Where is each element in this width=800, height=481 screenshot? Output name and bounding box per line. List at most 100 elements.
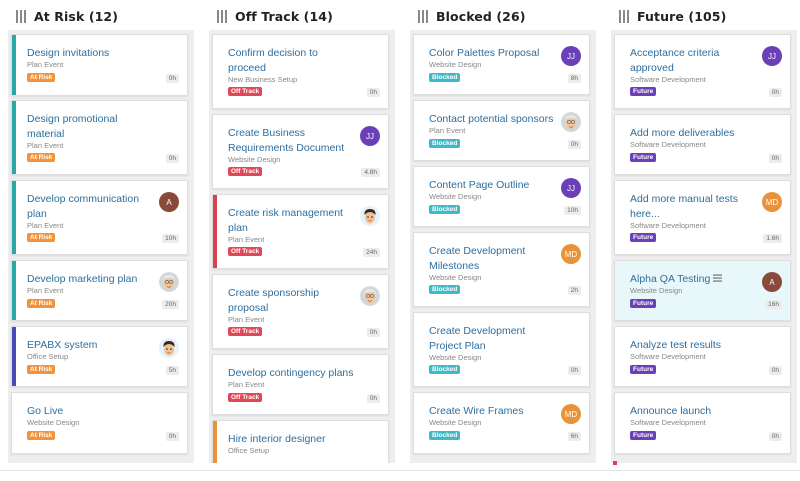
hours-badge: 0h [768, 366, 782, 375]
task-card[interactable]: Acceptance criteria approved Software Dev… [614, 34, 791, 109]
card-title[interactable]: Design promotional material [27, 112, 155, 141]
card-project: Office Setup [228, 446, 270, 455]
card-color-bar [213, 195, 217, 268]
column-title: Off Track (14) [235, 8, 333, 24]
hours-badge: 0h [165, 154, 179, 163]
status-badge: Off Track [228, 87, 263, 96]
status-badge: Future [630, 299, 657, 308]
hamburger-menu-icon[interactable] [713, 272, 723, 287]
avatar-photo[interactable] [159, 272, 179, 292]
avatar[interactable]: A [762, 272, 782, 292]
card-title[interactable]: Develop communication plan [27, 192, 155, 221]
task-card[interactable]: Announce launch Software Development Futur… [614, 392, 791, 454]
card-title-text: Announce launch [630, 405, 712, 417]
task-card[interactable]: Hire interior designer Office Setup [212, 420, 389, 463]
avatar-initials: MD [765, 197, 779, 207]
task-card[interactable]: Contact potential sponsors Plan Event Bloc… [413, 100, 590, 161]
card-title[interactable]: Develop contingency plans [228, 366, 356, 381]
card-title-text: Hire interior designer [228, 433, 326, 445]
task-card[interactable]: Create Wire Frames Website Design Blocked 6… [413, 392, 590, 454]
avatar[interactable]: MD [762, 192, 782, 212]
card-project: Software Development [630, 140, 706, 149]
card-color-bar [12, 261, 16, 320]
task-card[interactable]: Create Development Milestones Website Des… [413, 232, 590, 307]
card-project: Website Design [429, 60, 482, 69]
avatar[interactable]: MD [561, 404, 581, 424]
task-card[interactable]: Design promotional material Plan Event At … [11, 100, 188, 175]
card-title[interactable]: Create Development Project Plan [429, 324, 557, 353]
task-card[interactable]: EPABX system Office Setup At Risk 5h [11, 326, 188, 387]
drag-handle-icon[interactable] [619, 9, 629, 23]
card-title-text: Create risk management plan [228, 207, 343, 234]
column-lane[interactable]: Color Palettes Proposal Website Design Blo… [410, 30, 596, 463]
hours-badge: 0h [366, 88, 380, 97]
task-card[interactable]: Go Live Website Design At Risk 0h [11, 392, 188, 454]
card-title[interactable]: EPABX system [27, 338, 155, 353]
task-card[interactable]: Add more deliverables Software Developmen… [614, 114, 791, 175]
card-title[interactable]: Analyze test results [630, 338, 758, 353]
task-card[interactable]: Alpha QA Testing Website Design Future 16h A [614, 260, 791, 321]
task-card[interactable]: Confirm decision to proceed New Business … [212, 34, 389, 109]
card-title[interactable]: Go Live [27, 404, 155, 419]
task-card[interactable]: Create Development Project Plan Website D… [413, 312, 590, 387]
card-title-text: Confirm decision to proceed [228, 47, 318, 74]
avatar-initials: JJ [366, 131, 374, 141]
card-title[interactable]: Alpha QA Testing [630, 272, 758, 287]
card-title[interactable]: Acceptance criteria approved [630, 46, 758, 75]
hours-badge: 0h [768, 432, 782, 441]
card-title[interactable]: Announce launch [630, 404, 758, 419]
task-card[interactable]: Develop contingency plans Plan Event Off T… [212, 354, 389, 415]
hours-badge: 16h [765, 300, 782, 309]
card-color-bar [613, 461, 617, 465]
avatar-photo[interactable] [360, 286, 380, 306]
avatar[interactable]: JJ [561, 46, 581, 66]
avatar[interactable]: MD [561, 244, 581, 264]
task-card[interactable]: Develop marketing plan Plan Event At Risk 2… [11, 260, 188, 321]
avatar[interactable]: JJ [360, 126, 380, 146]
card-title[interactable]: Develop marketing plan [27, 272, 155, 287]
avatar[interactable]: JJ [762, 46, 782, 66]
drag-handle-icon[interactable] [16, 9, 26, 23]
column-lane[interactable]: Design invitations Plan Event At Risk 0h Des… [8, 30, 194, 463]
card-title[interactable]: Contact potential sponsors [429, 112, 557, 127]
drag-handle-icon[interactable] [217, 9, 227, 23]
column-lane[interactable]: Acceptance criteria approved Software Dev… [611, 30, 797, 463]
column-3: Future (105) Acceptance criteria approved… [611, 0, 797, 465]
task-card[interactable]: Create Business Requirements Document Web… [212, 114, 389, 189]
task-card[interactable]: Create risk management plan Plan Event Off… [212, 194, 389, 269]
task-card[interactable]: Design invitations Plan Event At Risk 0h [11, 34, 188, 96]
card-title[interactable]: Add more deliverables [630, 126, 758, 141]
hours-badge: 0h [567, 140, 581, 149]
card-title[interactable]: Confirm decision to proceed [228, 46, 356, 75]
avatar[interactable]: A [159, 192, 179, 212]
task-card[interactable]: Add more manual tests here... Software De… [614, 180, 791, 255]
hours-badge: 8h [567, 74, 581, 83]
card-title[interactable]: Content Page Outline [429, 178, 557, 193]
card-title[interactable]: Create Development Milestones [429, 244, 557, 273]
column-header: At Risk (12) [16, 6, 118, 26]
avatar-photo[interactable] [561, 112, 581, 132]
task-card[interactable]: Color Palettes Proposal Website Design Blo… [413, 34, 590, 95]
card-title[interactable]: Design invitations [27, 46, 155, 61]
task-card[interactable]: Create sponsorship proposal Plan Event Off… [212, 274, 389, 349]
avatar-photo[interactable] [159, 338, 179, 358]
hours-badge: 6h [567, 432, 581, 441]
card-title[interactable]: Color Palettes Proposal [429, 46, 557, 61]
card-title[interactable]: Add more manual tests here... [630, 192, 758, 221]
avatar[interactable]: JJ [561, 178, 581, 198]
task-card[interactable]: Content Page Outline Website Design Blocke… [413, 166, 590, 227]
drag-handle-icon[interactable] [418, 9, 428, 23]
card-title[interactable]: Create sponsorship proposal [228, 286, 356, 315]
column-lane[interactable]: Confirm decision to proceed New Business … [209, 30, 395, 463]
card-title-text: Color Palettes Proposal [429, 47, 540, 59]
card-title[interactable]: Create Business Requirements Document [228, 126, 356, 155]
card-project: Software Development [630, 418, 706, 427]
card-title[interactable]: Create Wire Frames [429, 404, 557, 419]
status-badge: Future [630, 87, 657, 96]
task-card[interactable]: Analyze test results Software Development… [614, 326, 791, 387]
card-title[interactable]: Create risk management plan [228, 206, 356, 235]
avatar-photo[interactable] [360, 206, 380, 226]
task-card[interactable]: Develop communication plan Plan Event At R… [11, 180, 188, 255]
card-title[interactable]: Hire interior designer [228, 432, 356, 447]
